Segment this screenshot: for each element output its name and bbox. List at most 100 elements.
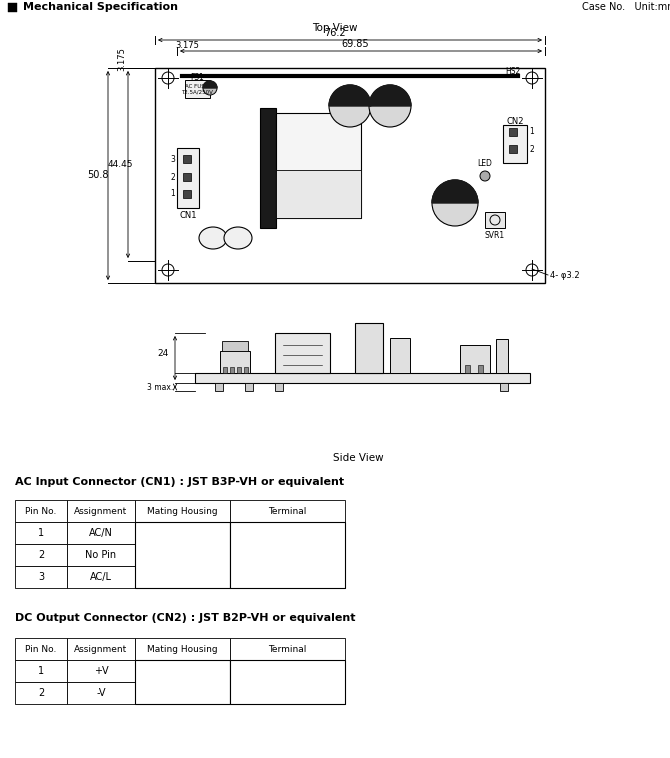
Text: 3 max.: 3 max. (147, 383, 173, 391)
Text: AC Input Connector (CN1) : JST B3P-VH or equivalent: AC Input Connector (CN1) : JST B3P-VH or… (15, 477, 344, 487)
Bar (67, 660, 135, 682)
Circle shape (203, 81, 217, 95)
Text: 50.8: 50.8 (87, 171, 109, 180)
Bar (230, 544, 345, 566)
Text: Terminal: Terminal (268, 506, 307, 515)
Text: LED: LED (478, 159, 492, 168)
Wedge shape (369, 85, 411, 106)
Bar (230, 638, 345, 660)
Text: CN1: CN1 (180, 211, 197, 221)
Text: Side View: Side View (333, 453, 383, 463)
Bar (67, 682, 135, 704)
Text: SVR1: SVR1 (485, 231, 505, 240)
Text: JST SVH-21T-P1.1
or equivalent: JST SVH-21T-P1.1 or equivalent (246, 544, 330, 565)
Bar (135, 566, 230, 588)
Text: Mating Housing: Mating Housing (147, 644, 218, 653)
Text: Assignment: Assignment (74, 506, 127, 515)
Bar (15, 500, 67, 522)
Text: 2: 2 (529, 145, 534, 154)
Text: 3.175: 3.175 (175, 42, 199, 51)
Text: AC/L: AC/L (90, 572, 112, 582)
Text: 2: 2 (38, 688, 44, 698)
Bar (215, 383, 223, 391)
Bar (222, 341, 248, 351)
Text: Mating Housing: Mating Housing (147, 506, 218, 515)
Bar (230, 522, 345, 544)
Text: 24: 24 (157, 349, 169, 358)
Bar (135, 660, 230, 704)
Text: 3.175: 3.175 (117, 48, 127, 71)
Text: Assignment: Assignment (74, 644, 127, 653)
Bar (223, 367, 227, 373)
Bar (390, 338, 410, 373)
Bar (15, 638, 67, 660)
Bar (177, 148, 199, 208)
Bar (276, 170, 361, 218)
Text: Case No.   Unit:mm: Case No. Unit:mm (582, 2, 670, 12)
Bar (155, 68, 545, 283)
Bar (275, 333, 330, 373)
Text: 2: 2 (38, 550, 44, 560)
Ellipse shape (199, 227, 227, 249)
Bar (195, 373, 530, 383)
Text: Top View: Top View (312, 23, 358, 33)
Circle shape (329, 85, 371, 127)
Text: CN2: CN2 (507, 117, 524, 126)
Bar (509, 128, 517, 136)
Text: JST VHR
or equivalent: JST VHR or equivalent (150, 544, 215, 565)
Text: HS2: HS2 (505, 67, 520, 77)
Bar (15, 522, 67, 544)
Text: JST VHR
or equivalent: JST VHR or equivalent (150, 671, 215, 693)
Text: AC/N: AC/N (89, 528, 113, 538)
Bar (220, 351, 250, 373)
Bar (500, 383, 508, 391)
Bar (485, 212, 505, 228)
Bar (230, 367, 234, 373)
Text: FS1: FS1 (190, 73, 204, 82)
Text: 2: 2 (170, 173, 175, 181)
Text: 76.2: 76.2 (324, 28, 346, 38)
Bar (230, 566, 345, 588)
Bar (15, 660, 67, 682)
Bar (183, 173, 191, 181)
Bar (237, 367, 241, 373)
Text: Pin No.: Pin No. (25, 506, 57, 515)
Bar (67, 500, 135, 522)
Bar (8, 3, 17, 12)
Bar (15, 682, 67, 704)
Bar (260, 108, 276, 228)
Bar (355, 323, 383, 373)
Text: 1: 1 (38, 528, 44, 538)
Bar (15, 544, 67, 566)
Bar (244, 367, 248, 373)
Bar (276, 113, 361, 218)
Bar (67, 544, 135, 566)
Text: AC FUSE
T2.5A/250V: AC FUSE T2.5A/250V (181, 83, 213, 95)
Bar (15, 566, 67, 588)
Bar (230, 660, 345, 682)
Text: DC Output Connector (CN2) : JST B2P-VH or equivalent: DC Output Connector (CN2) : JST B2P-VH o… (15, 613, 356, 623)
Bar (135, 544, 230, 566)
Circle shape (369, 85, 411, 127)
Text: 3: 3 (38, 572, 44, 582)
Bar (465, 365, 470, 373)
Bar (509, 145, 517, 153)
Bar (230, 522, 345, 588)
Wedge shape (329, 85, 371, 106)
Circle shape (432, 180, 478, 226)
Text: 69.85: 69.85 (341, 39, 369, 49)
Text: No Pin: No Pin (86, 550, 117, 560)
Bar (135, 522, 230, 588)
Bar (183, 155, 191, 163)
Text: 1: 1 (38, 666, 44, 676)
Bar (67, 566, 135, 588)
Bar (245, 383, 253, 391)
Text: JST SVH-21T-P1.1
or equivalent: JST SVH-21T-P1.1 or equivalent (246, 671, 330, 693)
Text: Pin No.: Pin No. (25, 644, 57, 653)
Bar (67, 638, 135, 660)
Wedge shape (432, 180, 478, 203)
Bar (67, 522, 135, 544)
Text: Terminal: Terminal (268, 644, 307, 653)
Text: 1: 1 (170, 190, 175, 199)
Bar (135, 500, 230, 522)
